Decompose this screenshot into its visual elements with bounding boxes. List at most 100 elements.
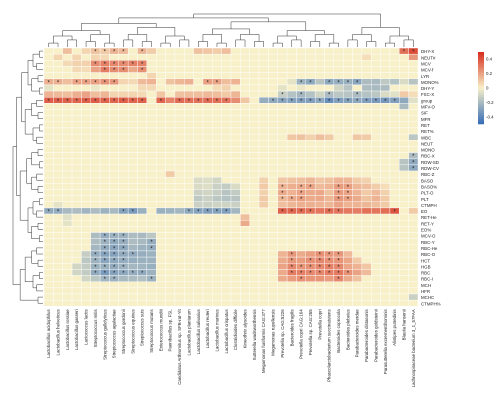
heatmap-cell xyxy=(221,226,232,233)
heatmap-cell xyxy=(146,152,157,159)
heatmap-cell xyxy=(352,140,363,147)
heatmap-cell xyxy=(193,115,204,123)
heatmap-cell xyxy=(249,90,260,98)
heatmap-cell xyxy=(333,287,344,295)
heatmap-cell xyxy=(268,103,278,110)
heatmap-cell xyxy=(43,183,54,190)
heatmap-cell xyxy=(109,207,119,215)
heatmap-cell xyxy=(193,183,204,190)
heatmap-cell xyxy=(43,263,54,270)
heatmap-cell xyxy=(380,146,391,153)
heatmap-cell xyxy=(43,47,54,55)
heatmap-cell xyxy=(399,219,409,227)
heatmap-cell xyxy=(230,195,241,202)
color-legend-swatch xyxy=(478,66,484,69)
heatmap-cell xyxy=(343,164,353,172)
heatmap-cell xyxy=(352,84,363,92)
significance-mark: * xyxy=(347,80,350,86)
heatmap-cell xyxy=(371,238,381,245)
heatmap-cell xyxy=(184,219,194,227)
heatmap-cell xyxy=(71,232,82,239)
heatmap-cell xyxy=(249,207,260,215)
significance-mark: * xyxy=(94,265,97,271)
heatmap-cell xyxy=(371,90,381,98)
heatmap-cell xyxy=(193,244,204,252)
heatmap-cell xyxy=(352,232,363,239)
dendrogram-branch xyxy=(16,96,22,196)
color-legend-swatch xyxy=(478,102,484,105)
heatmap-cell xyxy=(155,109,166,116)
heatmap-cell xyxy=(137,256,148,264)
heatmap-cell xyxy=(81,53,91,61)
heatmap-cell xyxy=(127,133,138,141)
heatmap-cell xyxy=(352,121,363,129)
heatmap-cell xyxy=(53,250,63,258)
heatmap-cell xyxy=(324,232,335,239)
heatmap-cell xyxy=(62,152,73,159)
heatmap-cell xyxy=(371,158,381,166)
dendrogram-branch xyxy=(254,41,264,47)
heatmap-cell xyxy=(43,84,54,92)
column-label: Streptococcus mutans xyxy=(149,309,154,353)
heatmap-cell xyxy=(81,275,91,282)
heatmap-cell xyxy=(240,103,250,110)
heatmap-cell xyxy=(202,269,213,276)
row-label: RDW-CV xyxy=(421,166,439,171)
heatmap-cell xyxy=(240,293,250,301)
heatmap-cell xyxy=(81,293,91,301)
heatmap-cell xyxy=(221,250,232,258)
heatmap-cell xyxy=(399,84,409,92)
heatmap-cell xyxy=(127,53,138,61)
heatmap-cell xyxy=(127,287,138,295)
heatmap-cell xyxy=(146,90,157,98)
heatmap-cell xyxy=(352,127,363,135)
heatmap-cell xyxy=(109,158,119,166)
heatmap-cell xyxy=(258,146,269,153)
heatmap-cell xyxy=(165,183,176,190)
heatmap-cell xyxy=(81,189,91,196)
heatmap-cell xyxy=(127,152,138,159)
heatmap-cell xyxy=(249,84,260,92)
heatmap-cell xyxy=(268,84,278,92)
heatmap-cell xyxy=(240,53,250,61)
row-label: RDW-SD xyxy=(421,160,439,165)
column-label: Parasutterella excrementihominis xyxy=(383,309,388,375)
heatmap-cell xyxy=(155,293,166,301)
heatmap-cell xyxy=(389,299,400,307)
heatmap-cell xyxy=(109,299,119,307)
heatmap-cell xyxy=(43,103,54,110)
heatmap-cell xyxy=(43,226,54,233)
heatmap-cell xyxy=(230,133,241,141)
significance-mark: * xyxy=(132,209,135,215)
heatmap-cell xyxy=(81,140,91,147)
heatmap-cell xyxy=(81,47,91,55)
heatmap-cell xyxy=(240,146,250,153)
column-label: Lactobacillus salivarius xyxy=(196,308,201,354)
heatmap-cell xyxy=(62,287,73,295)
heatmap-cell xyxy=(71,47,82,55)
heatmap-cell xyxy=(174,195,185,202)
heatmap-cell xyxy=(380,256,391,264)
heatmap-cell xyxy=(90,232,101,239)
heatmap-cell xyxy=(352,133,363,141)
dendrogram-branch xyxy=(36,100,43,107)
heatmap-cell xyxy=(371,189,381,196)
heatmap-cell xyxy=(137,140,148,147)
color-legend-swatch xyxy=(478,75,484,78)
significance-mark: * xyxy=(328,93,331,99)
heatmap-cell xyxy=(361,109,372,116)
column-label: Streptococcus gordonii xyxy=(121,309,126,354)
heatmap-cell xyxy=(118,176,129,184)
heatmap-cell xyxy=(109,189,119,196)
significance-mark: * xyxy=(328,209,331,215)
heatmap-cell xyxy=(221,299,232,307)
heatmap-cell xyxy=(53,90,63,98)
heatmap-cell xyxy=(99,158,110,166)
heatmap-cell xyxy=(184,164,194,172)
heatmap-cell xyxy=(352,226,363,233)
heatmap-cell xyxy=(361,256,372,264)
heatmap-cell xyxy=(361,152,372,159)
heatmap-cell xyxy=(109,121,119,129)
heatmap-cell xyxy=(53,66,63,73)
significance-mark: * xyxy=(337,185,340,191)
